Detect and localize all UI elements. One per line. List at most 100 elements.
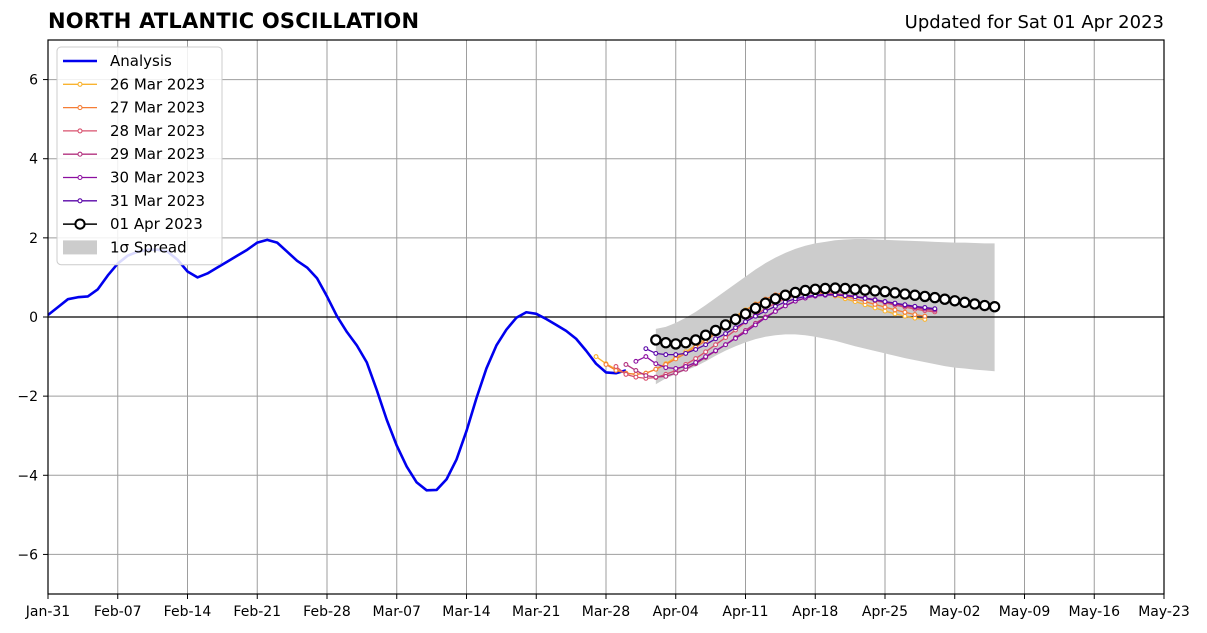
forecast-point [623,371,629,377]
forecast-point [809,283,821,295]
forecast-point [912,303,918,309]
x-tick-label: Apr-18 [792,604,838,620]
forecast-point [852,294,858,300]
y-tick-label: 4 [29,152,38,168]
forecast-point [743,319,748,325]
forecast-point [892,300,898,306]
forecast-point [613,364,619,369]
forecast-point [862,295,868,301]
forecast-point [713,348,719,354]
forecast-point [889,287,901,299]
legend-label: 29 Mar 2023 [110,145,205,163]
forecast-point [749,302,762,314]
forecast-point [663,373,669,379]
forecast-point [653,366,659,372]
x-tick-label: May-09 [999,604,1051,620]
x-tick-label: May-02 [929,604,981,620]
forecast-point [633,358,639,364]
forecast-point [932,306,938,312]
forecast-point [643,346,649,352]
forecast-point [772,303,778,309]
x-tick-label: Feb-21 [233,604,281,620]
legend-marker [77,105,83,111]
x-tick-label: May-16 [1068,604,1120,620]
forecast-point [739,308,752,320]
forecast-point [842,293,848,299]
forecast-point [643,373,649,379]
y-tick-label: −2 [17,389,38,405]
forecast-point [762,315,768,321]
forecast-point [779,289,792,301]
forecast-point [699,329,712,341]
forecast-point [689,334,702,346]
forecast-point [872,297,878,303]
forecast-point [919,290,931,303]
legend-marker [77,81,83,87]
forecast-point [909,289,921,301]
forecast-point [633,367,639,373]
y-tick-label: 6 [29,73,38,89]
forecast-point [723,331,729,337]
forecast-point [733,325,738,331]
forecast-point [882,299,888,305]
forecast-point [899,288,911,300]
legend-marker [77,128,83,134]
legend-marker [74,218,86,230]
forecast-point [892,307,898,313]
forecast-point [769,293,782,305]
legend-label: 30 Mar 2023 [110,169,205,187]
forecast-point [703,349,709,355]
forecast-point [939,293,951,305]
legend-swatch [63,240,97,255]
forecast-point [633,374,639,380]
forecast-point [782,303,788,309]
forecast-point [693,356,699,361]
x-tick-label: Apr-25 [862,604,908,620]
forecast-point [703,354,709,360]
forecast-point [753,313,758,319]
forecast-point [729,313,742,326]
forecast-point [653,350,659,356]
legend-label: 01 Apr 2023 [110,215,203,233]
forecast-point [623,362,629,367]
legend-marker [77,198,83,204]
legend-label: 27 Mar 2023 [110,99,205,117]
chart-title: NORTH ATLANTIC OSCILLATION [48,9,420,33]
chart-subtitle: Updated for Sat 01 Apr 2023 [904,12,1164,33]
forecast-point [670,338,682,350]
forecast-point [593,354,599,360]
forecast-point [653,374,659,380]
legend-box [56,46,223,266]
forecast-point [879,285,891,298]
forecast-point [743,329,748,335]
analysis-line [47,238,627,492]
forecast-point [673,370,679,376]
forecast-point [959,296,971,309]
forecast-point [949,295,961,307]
forecast-point [819,282,831,295]
forecast-point [882,308,888,314]
legend: Analysis 26 Mar 2023 27 Mar 2023 28 Mar 202… [56,46,223,266]
forecast-point [922,305,928,310]
forecast-point [859,284,871,296]
forecast-point [849,283,861,295]
forecast-point [762,308,768,314]
forecast-point [902,302,908,308]
forecast-point [650,334,662,346]
forecast-point [839,282,851,295]
y-tick-label: 2 [29,231,38,247]
forecast-point [683,350,689,356]
forecast-point [789,286,802,299]
x-tick-label: Feb-28 [303,604,351,620]
legend-label: 1σ Spread [110,238,187,256]
forecast-point [902,309,908,315]
forecast-point [733,335,738,341]
forecast-point [772,309,778,314]
forecast-point [902,313,908,319]
axes-layer: Jan-31 Feb-07 Feb-14 Feb-21 Feb-28 Mar-07 Mar-… [17,39,1190,620]
forecast-point [673,365,679,371]
forecast-point [912,312,918,318]
forecast-point [922,313,928,319]
legend-marker [77,174,83,181]
forecast-point [719,319,732,331]
